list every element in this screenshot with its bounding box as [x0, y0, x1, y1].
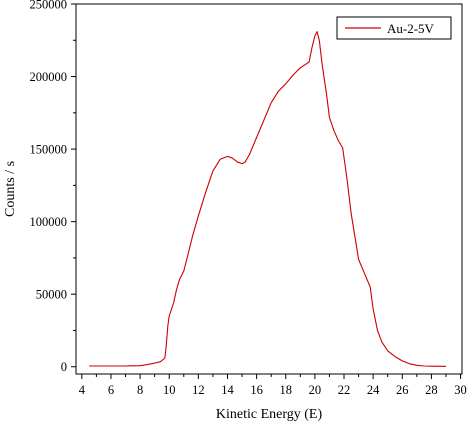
x-tick-label: 14: [221, 383, 234, 397]
x-tick-label: 12: [192, 383, 205, 397]
plot-frame: [75, 3, 463, 375]
x-tick-label: 6: [108, 383, 114, 397]
y-tick-label: 50000: [36, 288, 67, 302]
x-axis-ticks: 4 6 8 10 12 14 16 18 20 22 24 26 28 30: [79, 374, 467, 397]
series-line-au-2-5v: [89, 31, 447, 367]
x-tick-label: 10: [163, 383, 176, 397]
x-tick-label: 16: [250, 383, 263, 397]
y-axis-ticks: 0 50000 100000 150000 200000 250000: [30, 0, 76, 374]
x-tick-label: 4: [79, 383, 86, 397]
x-tick-label: 8: [137, 383, 143, 397]
x-tick-label: 26: [396, 383, 409, 397]
y-tick-label: 250000: [30, 0, 68, 12]
x-tick-label: 18: [280, 383, 293, 397]
plot-content: [89, 31, 447, 367]
y-tick-label: 150000: [30, 143, 68, 157]
x-tick-label: 30: [454, 383, 467, 397]
x-tick-label: 22: [338, 383, 351, 397]
legend-box: [336, 16, 452, 40]
x-tick-label: 24: [367, 383, 380, 397]
legend-label-au-2-5v: Au-2-5V: [387, 21, 435, 36]
y-tick-label: 100000: [30, 215, 68, 229]
y-tick-label: 200000: [30, 70, 68, 84]
x-tick-label: 20: [309, 383, 322, 397]
y-axis-title: Counts / s: [3, 161, 18, 217]
x-axis-title: Kinetic Energy (E): [216, 407, 323, 422]
y-tick-label: 0: [61, 360, 67, 374]
x-tick-label: 28: [425, 383, 438, 397]
legend: Au-2-5V: [336, 16, 452, 40]
